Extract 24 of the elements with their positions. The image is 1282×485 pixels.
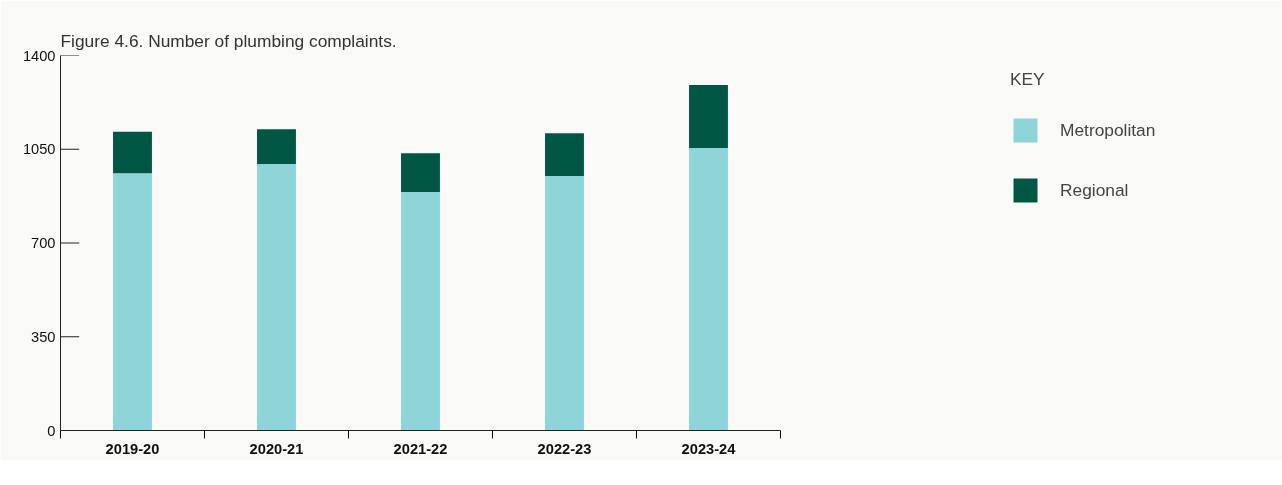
legend-label: Metropolitan: [1060, 119, 1156, 141]
bar: [689, 147, 728, 431]
y-tick-label: 700: [31, 235, 56, 251]
bar: [257, 163, 296, 431]
bar: [545, 176, 584, 431]
bar: [401, 192, 440, 431]
bar: [113, 131, 152, 174]
x-tick-label: 2023-24: [681, 440, 737, 457]
y-tick-label: 1050: [22, 141, 56, 158]
y-tick-label: 0: [47, 422, 56, 439]
y-tick-label: 350: [31, 328, 56, 345]
bar: [545, 133, 584, 177]
x-tick-label: 2021-22: [393, 440, 448, 457]
bar: [401, 153, 440, 193]
x-tick-label: 2022-23: [537, 440, 592, 457]
x-tick-label: 2020-21: [249, 440, 304, 457]
legend-title: KEY: [1010, 69, 1046, 90]
x-tick-label: 2019-20: [105, 440, 160, 457]
bar: [113, 173, 152, 431]
y-tick-label: 1400: [22, 47, 56, 64]
bar: [257, 129, 296, 164]
bar: [689, 84, 728, 148]
legend-label: Regional: [1060, 179, 1129, 201]
chart-title: Figure 4.6. Number of plumbing complaints.: [60, 30, 397, 51]
